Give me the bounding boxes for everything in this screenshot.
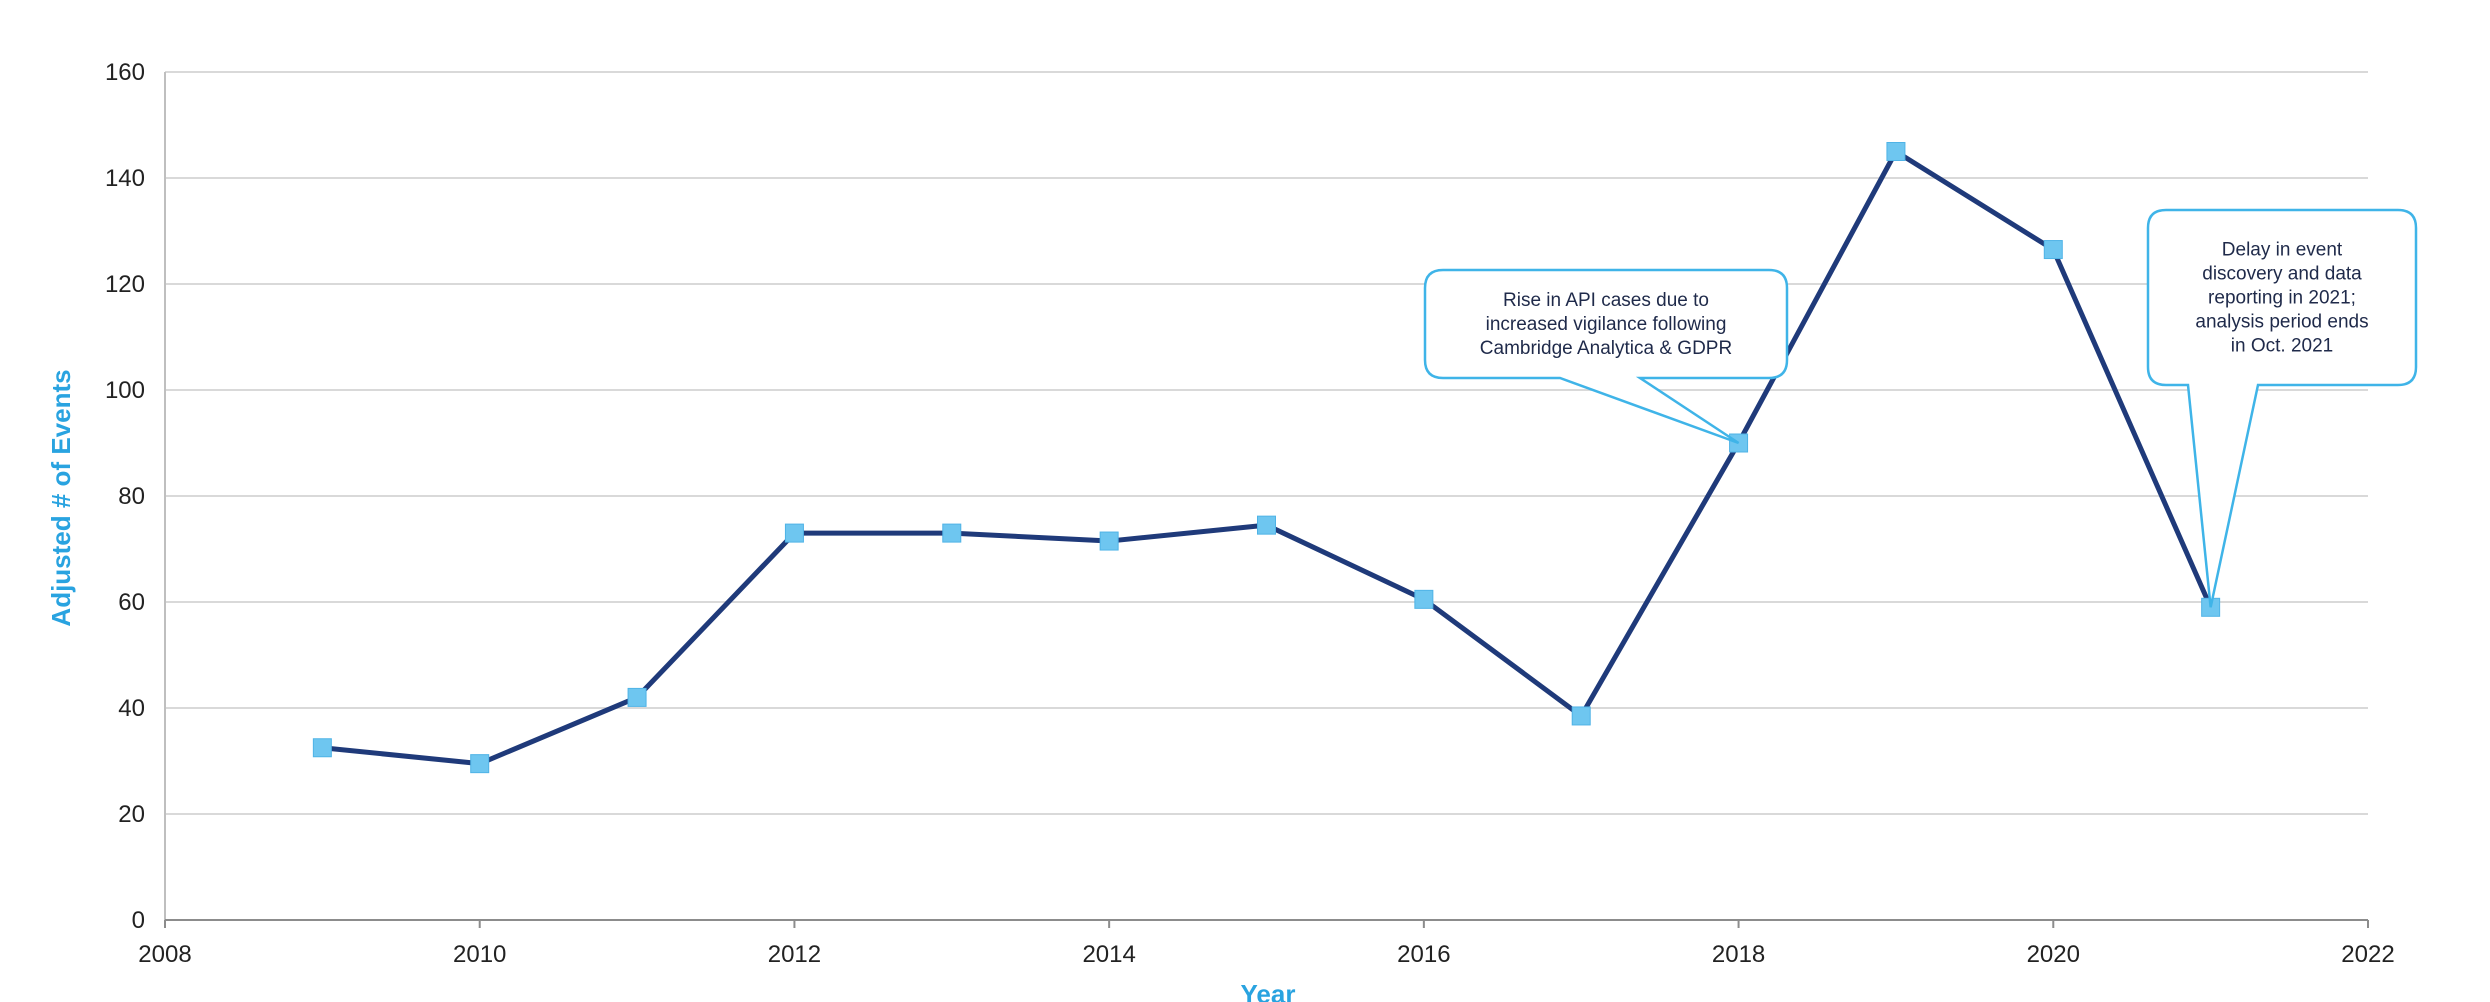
- y-tick-label: 0: [132, 907, 145, 934]
- y-tick-label: 40: [118, 695, 145, 722]
- y-tick-label: 140: [105, 165, 145, 192]
- x-axis-ticks: 2008 2010 2012 2014 2016 2018 2020 2022: [138, 920, 2395, 968]
- callout-text-line: discovery and data: [2202, 264, 2362, 285]
- axes: [164, 72, 2368, 921]
- y-tick-label: 160: [105, 59, 145, 86]
- data-point: [1886, 142, 1906, 161]
- grid-lines: [165, 71, 2368, 815]
- data-point: [2043, 240, 2063, 260]
- callout-box: [1423, 268, 1789, 445]
- y-tick-label: 80: [118, 483, 145, 510]
- callout: Rise in API cases due to increased vigila…: [1423, 268, 1789, 445]
- y-tick-label: 60: [118, 589, 145, 616]
- data-point: [942, 523, 962, 543]
- callout-text-line: reporting in 2021;: [2208, 288, 2356, 309]
- series-line: [322, 149, 2213, 767]
- y-tick-label: 120: [105, 271, 145, 298]
- x-tick-label: 2022: [2341, 941, 2394, 968]
- data-point: [1257, 515, 1276, 535]
- data-point: [1414, 589, 1434, 609]
- x-tick-label: 2010: [453, 941, 506, 968]
- callout-text-line: increased vigilance following: [1486, 314, 1727, 335]
- callout-text-line: Cambridge Analytica & GDPR: [1480, 338, 1732, 359]
- data-point: [627, 687, 647, 707]
- callout-text-line: Rise in API cases due to: [1503, 290, 1709, 311]
- y-tick-label: 100: [105, 377, 145, 404]
- x-tick-label: 2018: [1712, 941, 1765, 968]
- data-point: [1571, 706, 1591, 726]
- series-group: [312, 142, 2221, 774]
- x-tick-label: 2014: [1082, 941, 1135, 968]
- data-point: [470, 754, 490, 774]
- callout-text-line: analysis period ends: [2195, 312, 2368, 333]
- callout-text-line: Delay in event: [2222, 240, 2343, 261]
- y-axis-ticks: 0 20 40 60 80 100 120 140 160: [105, 59, 145, 934]
- y-axis-title: Adjusted # of Events: [46, 369, 76, 626]
- y-tick-label: 20: [118, 801, 145, 828]
- x-axis-title: Year: [1241, 979, 1296, 1002]
- x-tick-label: 2020: [2027, 941, 2080, 968]
- annotations-group: Rise in API cases due to increased vigila…: [1423, 208, 2418, 608]
- callout-text-line: in Oct. 2021: [2231, 336, 2333, 357]
- x-tick-label: 2016: [1397, 941, 1450, 968]
- callout-box: [2146, 208, 2418, 608]
- x-tick-label: 2008: [138, 941, 191, 968]
- callout: Delay in event discovery and data reportin…: [2146, 208, 2418, 608]
- x-tick-label: 2012: [768, 941, 821, 968]
- data-point: [312, 738, 332, 758]
- data-point: [1099, 531, 1119, 551]
- data-point: [784, 523, 804, 543]
